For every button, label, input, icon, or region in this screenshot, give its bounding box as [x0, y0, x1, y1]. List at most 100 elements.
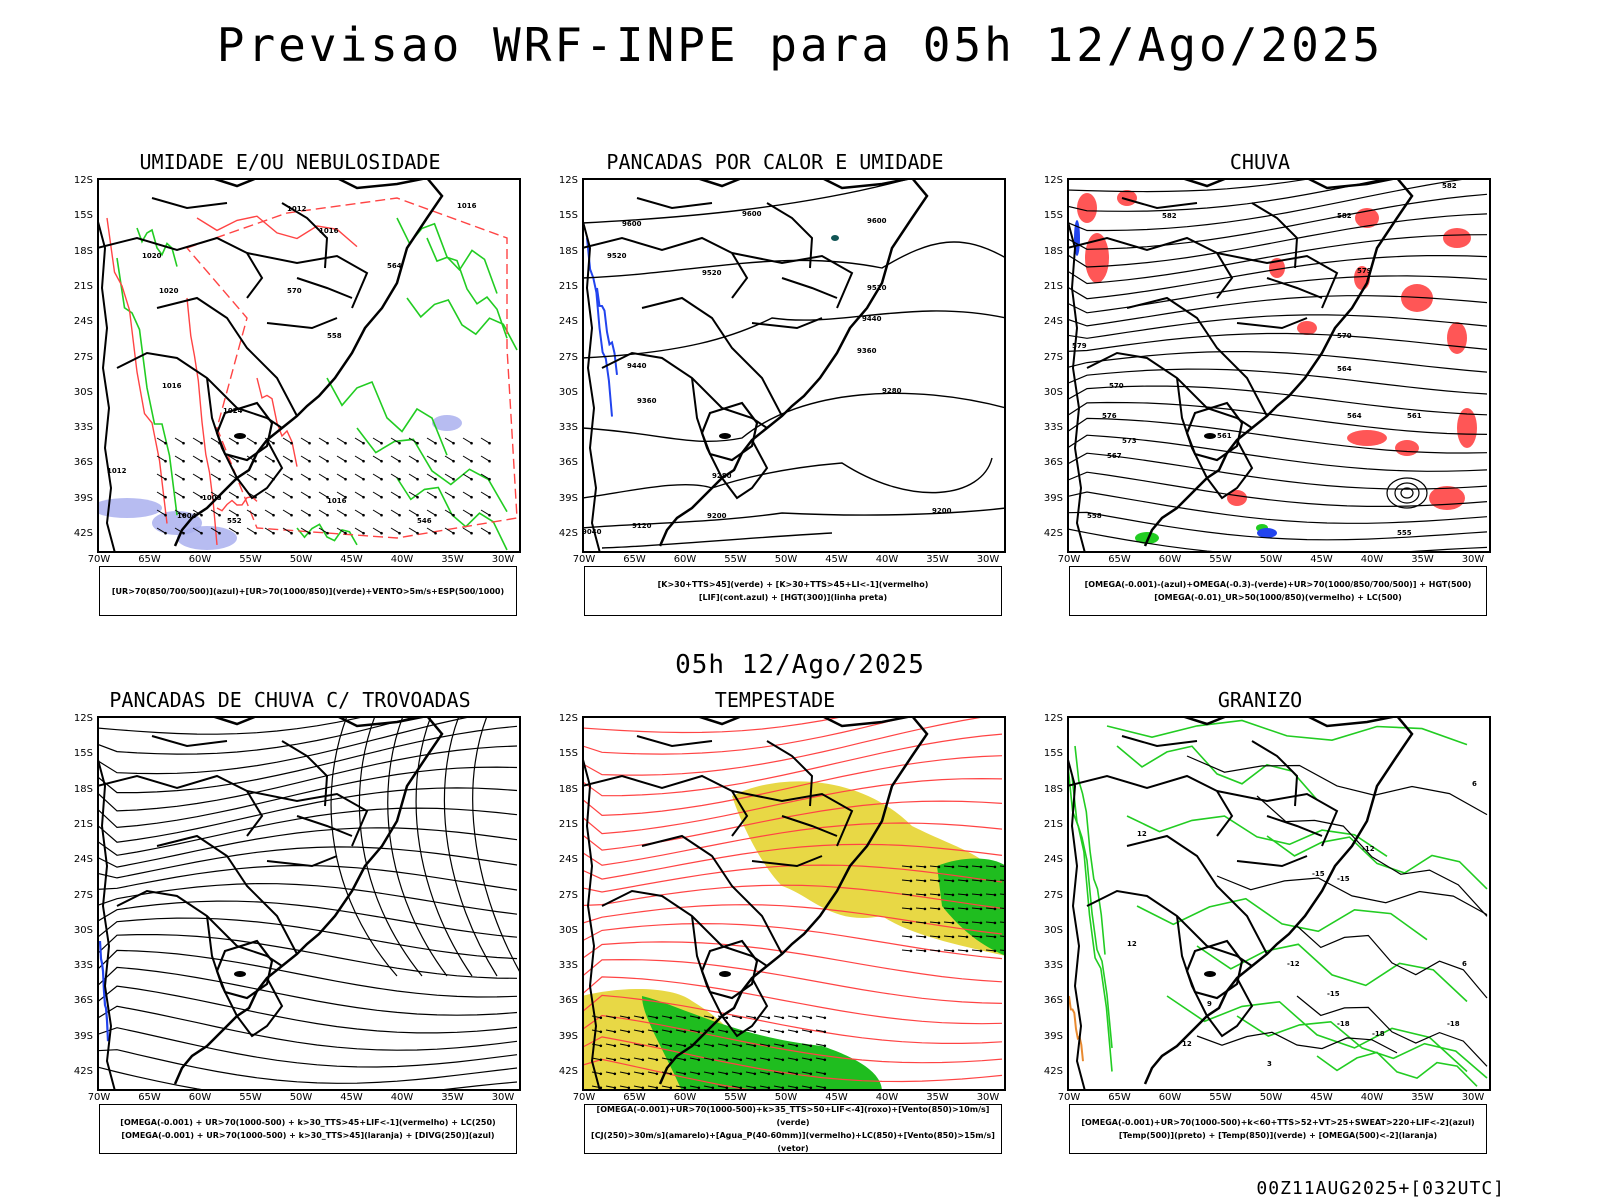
streamline-850 — [582, 733, 1003, 797]
map-frame — [582, 178, 1006, 553]
country-border — [636, 197, 713, 210]
wind-vector-850 — [773, 1015, 783, 1019]
streamline-850 — [582, 1036, 1003, 1083]
jet-250-streamline — [97, 787, 518, 843]
wind-vector-850 — [957, 949, 968, 952]
temperature-850-contour — [1316, 1051, 1478, 1087]
country-border — [601, 889, 723, 947]
temperature-850-contour — [1071, 775, 1113, 1049]
country-border — [751, 855, 823, 868]
contour-label: 1016 — [162, 382, 182, 390]
wind-vector-850-head — [669, 1044, 673, 1048]
wind-vector-850 — [759, 1085, 769, 1089]
wind-vector-850 — [815, 1057, 825, 1061]
jet-250-streamline — [97, 846, 518, 879]
wind-vector-850-head — [683, 1044, 687, 1048]
longitude-tick-label: 50W — [289, 1092, 313, 1103]
wind-vector-850-head — [627, 1058, 631, 1062]
country-border — [582, 236, 749, 299]
wind-vector — [390, 527, 400, 534]
wind-vector — [408, 473, 418, 480]
wind-vector — [318, 473, 328, 480]
country-border — [641, 834, 783, 955]
wind-vector-850 — [901, 893, 912, 896]
wind-vector-850-head — [683, 1058, 687, 1062]
wind-vector-850 — [901, 921, 912, 924]
wind-vector-850 — [717, 1043, 727, 1047]
latitude-tick-label: 18S — [1043, 783, 1063, 795]
wind-vector-850 — [703, 1071, 713, 1075]
legend-line: [UR>70(850/700/500)](azul)+[UR>70(1000/8… — [111, 586, 505, 596]
country-border — [1067, 774, 1234, 837]
wind-vector-850-head — [683, 1030, 687, 1034]
wind-vector-850-head — [795, 1030, 799, 1034]
legend-line: [K>30+TTS>45](verde) + [K>30+TTS>45+LI<-… — [657, 580, 929, 589]
wind-vector-850 — [985, 935, 996, 938]
longitude-tick-label: 50W — [774, 554, 798, 565]
contour-label: 12 — [1137, 830, 1147, 838]
wind-vector-850 — [943, 893, 954, 896]
panel-title: UMIDADE E/OU NEBULOSIDADE — [139, 150, 441, 174]
panel-title: PANCADAS DE CHUVA C/ TROVOADAS — [109, 688, 471, 712]
humidity-1000-850-contour — [296, 523, 358, 546]
geopotential-500-streamline — [1067, 255, 1488, 300]
contour-label: -15 — [1312, 870, 1325, 878]
contour-label: 9600 — [867, 217, 887, 225]
latitude-tick-label: 21S — [1043, 280, 1063, 292]
wind-vector-850-head — [627, 1044, 631, 1048]
temperature-500-contour — [1296, 925, 1488, 999]
wind-vector-850-head — [979, 949, 983, 953]
pacific-coastline — [1067, 217, 1086, 553]
wind-vector-850-head — [683, 1072, 687, 1076]
latitude-tick-label: 39S — [558, 1030, 578, 1042]
latitude-tick-label: 36S — [1043, 457, 1063, 469]
contour-label: 582 — [1162, 212, 1177, 220]
geopotential-300-contour — [582, 507, 1006, 529]
contour-label: 1012 — [287, 205, 307, 213]
country-border — [1251, 202, 1299, 269]
wind-vector-head — [218, 459, 221, 463]
wind-vector — [192, 473, 202, 480]
country-border — [1206, 945, 1253, 967]
wind-vector-850 — [971, 907, 982, 910]
wind-vector-850-head — [923, 879, 927, 883]
humidity-1000-850-contour — [426, 237, 508, 339]
wind-vector-850 — [619, 1071, 629, 1075]
wind-vector-850-head — [725, 1058, 729, 1062]
wind-vector — [174, 473, 184, 480]
wind-vector-850 — [801, 1029, 811, 1033]
latitude-tick-label: 30S — [73, 386, 93, 398]
latitude-tick-label: 42S — [1043, 528, 1063, 539]
contour-label: 9360 — [637, 397, 657, 405]
wind-vector-head — [236, 531, 239, 535]
latitude-tick-label: 36S — [558, 457, 578, 469]
country-border — [721, 439, 769, 500]
wind-vector-850-head — [923, 865, 927, 869]
wind-vector — [264, 509, 274, 516]
wind-vector-850-head — [613, 1058, 617, 1062]
wind-vector-head — [398, 477, 401, 481]
streamline-850 — [582, 716, 849, 734]
wind-vector-850-head — [697, 1058, 701, 1062]
contour-label: 564 — [1347, 412, 1362, 420]
jet-250-streamline — [330, 716, 398, 977]
omega-green-area — [1135, 532, 1159, 544]
latitude-tick-label: 39S — [558, 492, 578, 504]
wind-vector — [390, 473, 400, 480]
wind-vector-850-head — [823, 1058, 827, 1062]
wind-vector — [480, 509, 490, 516]
wind-vector — [192, 509, 202, 516]
wind-vector — [444, 491, 454, 498]
country-border — [766, 740, 814, 807]
wind-vector-850-head — [641, 1016, 645, 1020]
wind-vector — [282, 473, 292, 480]
wind-vector-850-head — [795, 1044, 799, 1048]
latitude-tick-label: 24S — [73, 854, 93, 866]
wind-vector-850 — [801, 1043, 811, 1047]
wind-850-area — [937, 858, 1006, 956]
wind-vector-head — [182, 513, 185, 517]
wind-vector-head — [200, 459, 203, 463]
wind-vector-850-head — [669, 1030, 673, 1034]
legend-line: [OMEGA(-0.01)_UR>50(1000/850)(vermelho) … — [1154, 593, 1402, 602]
wind-vector-head — [452, 459, 455, 463]
